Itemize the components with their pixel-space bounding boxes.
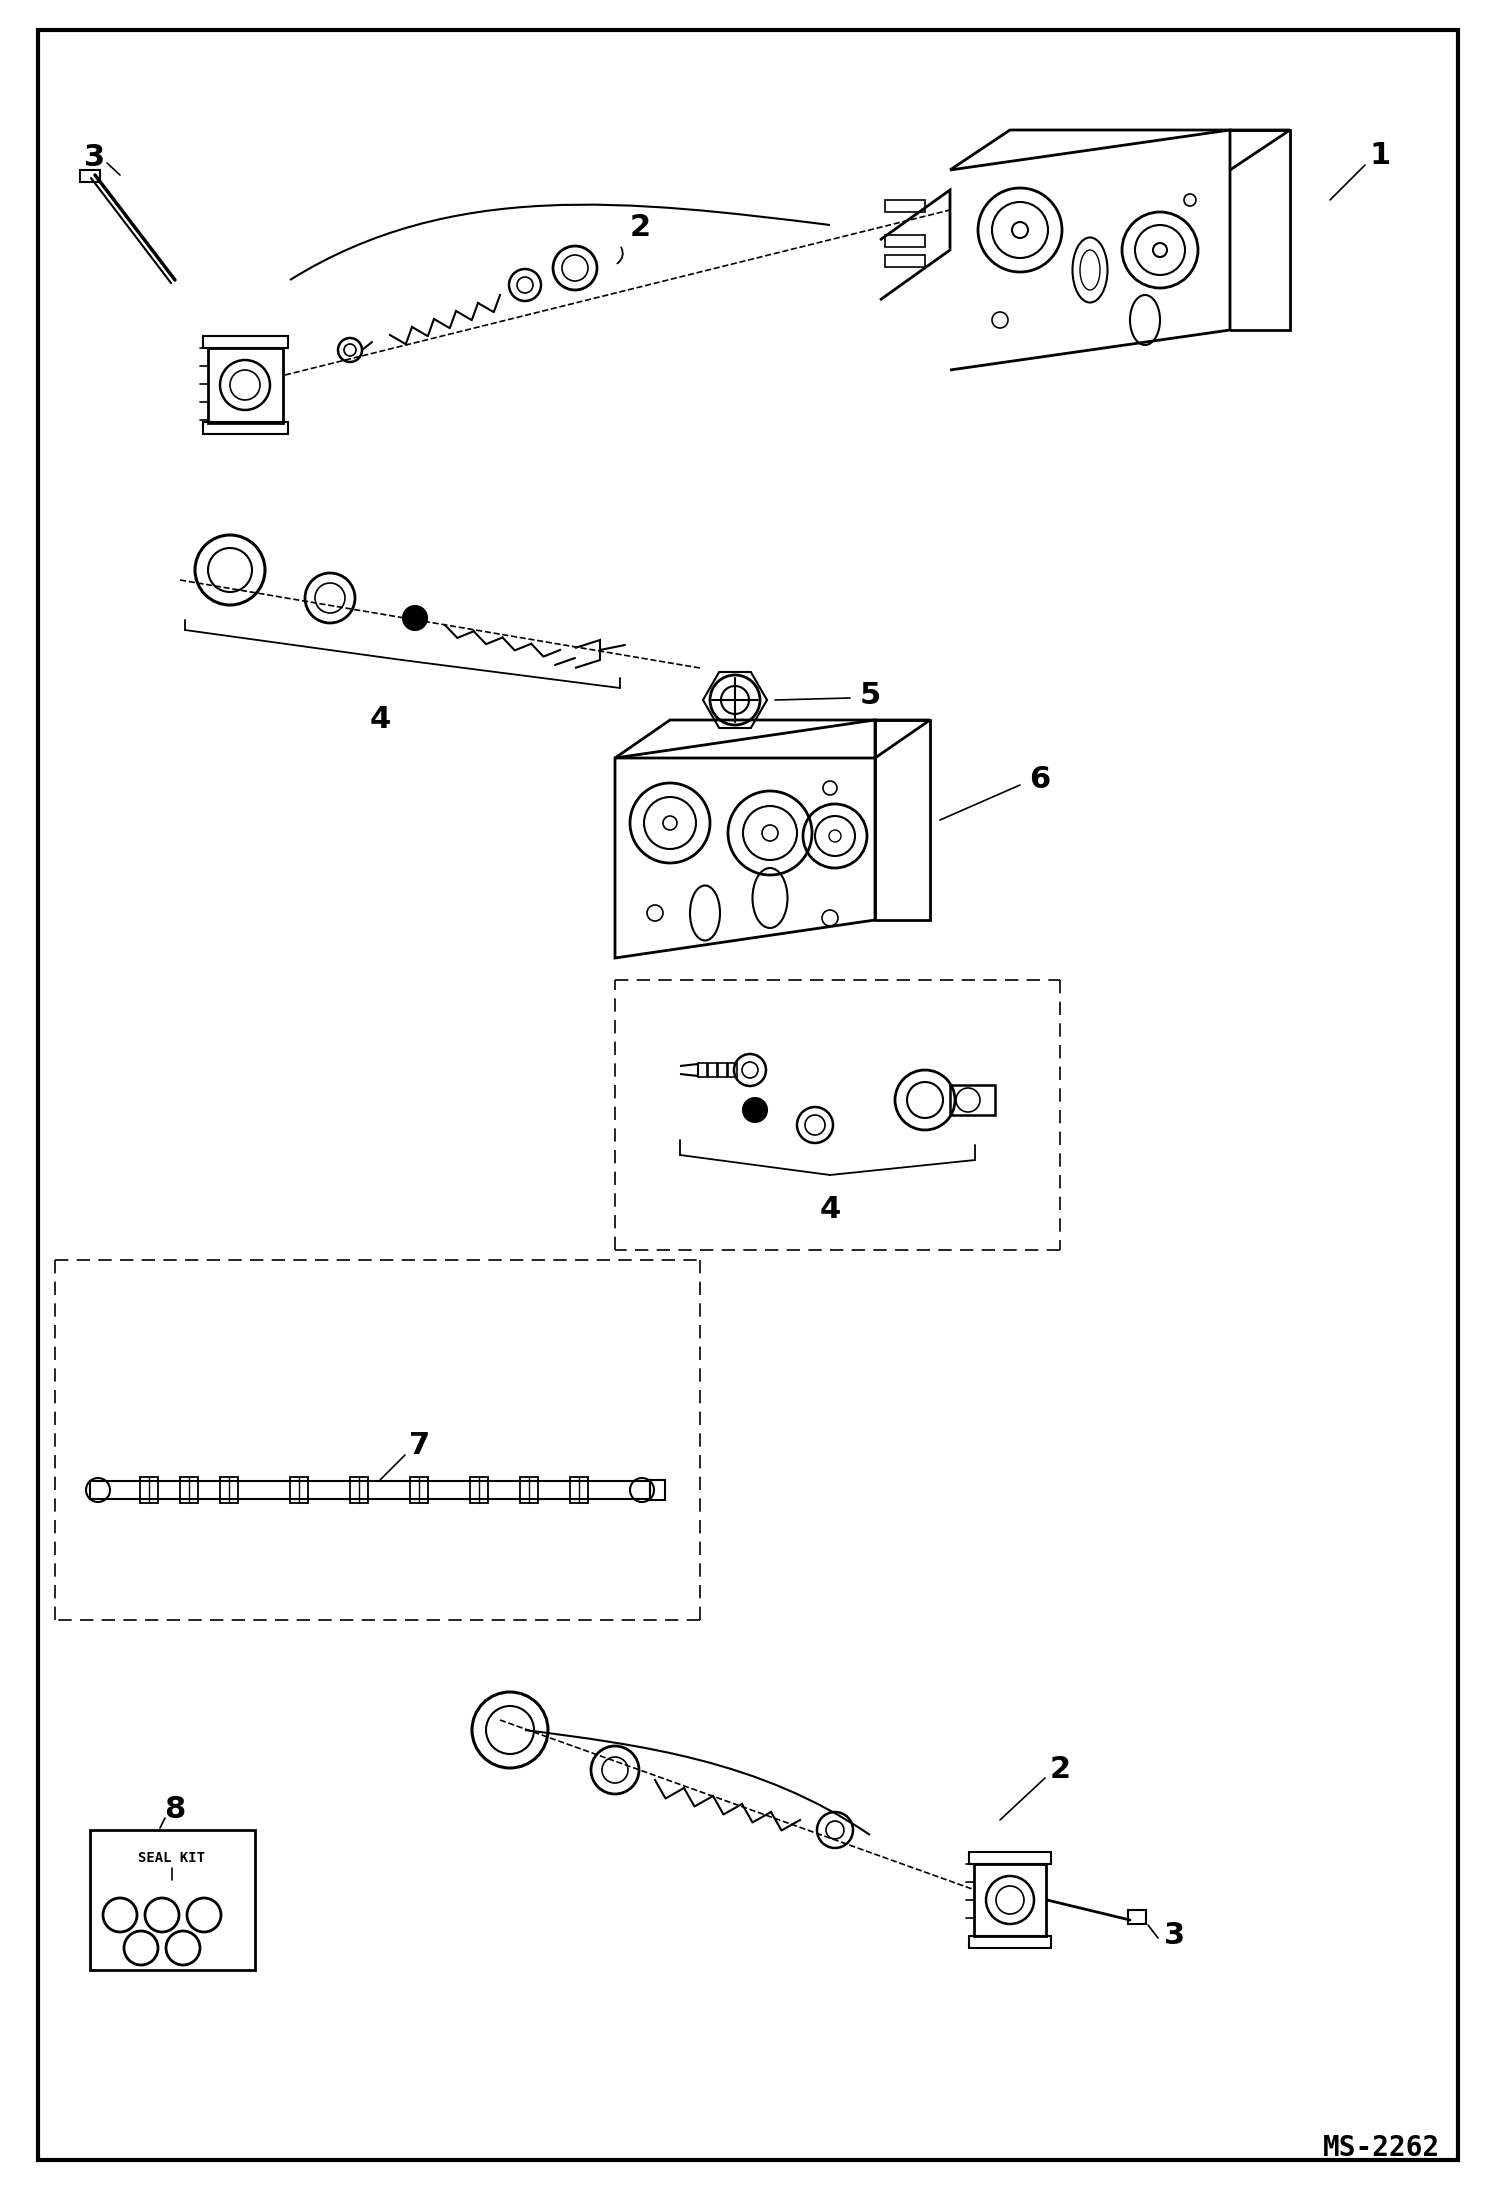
Text: 1: 1 bbox=[1369, 140, 1390, 169]
Bar bbox=[969, 1935, 1052, 1948]
Text: MS-2262: MS-2262 bbox=[1323, 2135, 1440, 2161]
Bar bbox=[90, 1481, 650, 1499]
Bar bbox=[950, 1086, 995, 1115]
Bar bbox=[90, 1830, 255, 1970]
Text: 4: 4 bbox=[819, 1196, 840, 1224]
Text: 3: 3 bbox=[1164, 1920, 1185, 1950]
Bar bbox=[220, 1477, 238, 1503]
Bar bbox=[291, 1477, 309, 1503]
Bar bbox=[470, 1477, 488, 1503]
Bar bbox=[204, 421, 288, 434]
Bar bbox=[79, 169, 100, 182]
Bar bbox=[974, 1865, 1046, 1935]
Bar bbox=[709, 1064, 718, 1077]
Circle shape bbox=[403, 606, 427, 630]
Bar bbox=[885, 235, 924, 248]
Bar bbox=[1128, 1911, 1146, 1924]
Bar bbox=[208, 349, 283, 423]
Bar bbox=[204, 336, 288, 349]
Text: 5: 5 bbox=[860, 680, 881, 709]
Text: 4: 4 bbox=[370, 706, 391, 735]
Text: 7: 7 bbox=[409, 1430, 430, 1459]
Bar bbox=[180, 1477, 198, 1503]
Text: 2: 2 bbox=[629, 213, 650, 244]
Circle shape bbox=[743, 1097, 767, 1121]
Bar bbox=[520, 1477, 538, 1503]
Bar bbox=[351, 1477, 369, 1503]
Text: 8: 8 bbox=[165, 1795, 186, 1825]
Bar bbox=[885, 255, 924, 268]
Bar bbox=[650, 1481, 665, 1501]
Bar bbox=[718, 1064, 727, 1077]
Bar bbox=[139, 1477, 157, 1503]
Bar bbox=[571, 1477, 589, 1503]
Bar bbox=[728, 1064, 737, 1077]
Bar bbox=[410, 1477, 428, 1503]
Text: SEAL KIT: SEAL KIT bbox=[138, 1852, 205, 1865]
Text: 6: 6 bbox=[1029, 766, 1050, 794]
Bar bbox=[698, 1064, 707, 1077]
Bar bbox=[969, 1852, 1052, 1865]
Bar bbox=[885, 200, 924, 213]
Text: 3: 3 bbox=[84, 143, 105, 173]
Text: 2: 2 bbox=[1050, 1755, 1071, 1784]
